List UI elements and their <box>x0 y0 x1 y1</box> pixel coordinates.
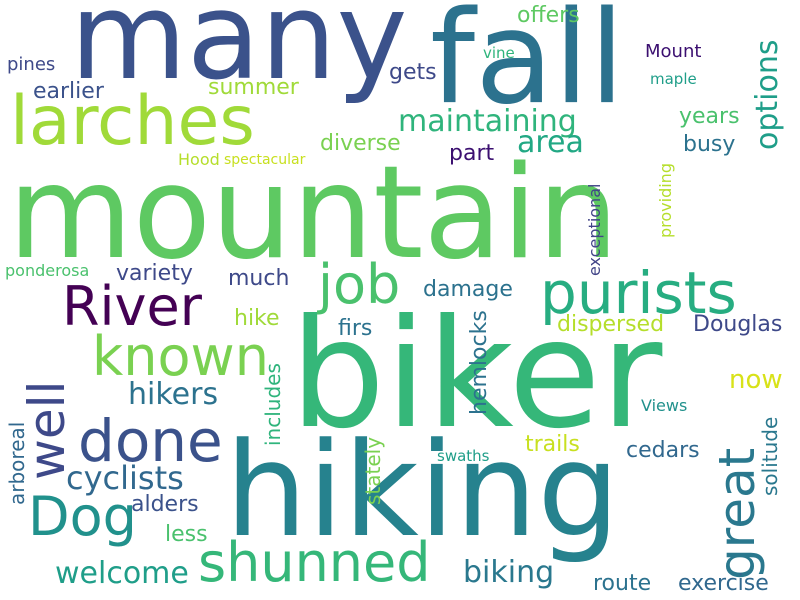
word-welcome: welcome <box>55 556 189 591</box>
word-route: route <box>593 571 652 596</box>
word-exceptional: exceptional <box>585 183 604 276</box>
word-known: known <box>92 325 269 388</box>
word-pines: pines <box>7 54 56 75</box>
word-Views: Views <box>641 396 688 415</box>
word-cedars: cedars <box>626 438 700 463</box>
word-dispersed: dispersed <box>557 312 665 337</box>
word-variety: variety <box>116 261 193 286</box>
word-swaths: swaths <box>437 447 490 465</box>
word-Mount: Mount <box>645 41 702 62</box>
word-shunned: shunned <box>198 531 431 594</box>
word-vine: vine <box>483 44 515 62</box>
word-larches: larches <box>10 82 255 161</box>
word-great: great <box>708 447 766 580</box>
word-done: done <box>78 407 223 475</box>
word-biker: biker <box>290 288 663 462</box>
word-now: now <box>729 365 783 395</box>
word-exercise: exercise <box>678 571 769 596</box>
word-hikers: hikers <box>128 377 219 412</box>
word-many: many <box>70 0 408 107</box>
word-hiking: hiking <box>225 414 620 566</box>
word-fall: fall <box>430 0 625 133</box>
word-spectacular: spectacular <box>224 152 306 168</box>
word-mountain: mountain <box>8 139 619 288</box>
word-maintaining: maintaining <box>398 104 577 139</box>
word-stately: stately <box>361 436 385 505</box>
word-Hood: Hood <box>178 150 220 169</box>
word-busy: busy <box>683 132 736 157</box>
word-damage: damage <box>423 277 513 302</box>
word-job: job <box>318 253 401 316</box>
word-purists: purists <box>540 259 737 327</box>
word-offers: offers <box>517 3 580 28</box>
word-less: less <box>165 522 208 547</box>
word-earlier: earlier <box>33 79 104 104</box>
word-firs: firs <box>338 316 373 341</box>
word-area: area <box>517 125 584 160</box>
word-solitude: solitude <box>758 416 782 496</box>
word-ponderosa: ponderosa <box>5 261 90 280</box>
word-much: much <box>228 266 290 291</box>
word-Dog: Dog <box>28 485 137 548</box>
word-River: River <box>62 275 202 338</box>
word-includes: includes <box>261 363 285 446</box>
word-options: options <box>750 39 785 151</box>
word-cyclists: cyclists <box>66 459 184 497</box>
word-Douglas: Douglas <box>693 312 783 337</box>
word-biking: biking <box>463 555 555 590</box>
word-hike: hike <box>234 306 280 331</box>
word-summer: summer <box>208 75 299 100</box>
word-years: years <box>679 104 740 129</box>
word-alders: alders <box>131 492 199 517</box>
word-arboreal: arboreal <box>5 421 29 505</box>
word-gets: gets <box>389 60 437 85</box>
word-hemlocks: hemlocks <box>467 310 492 415</box>
word-maple: maple <box>650 70 697 88</box>
word-part: part <box>449 141 495 166</box>
word-well: well <box>18 380 76 480</box>
word-diverse: diverse <box>320 131 401 156</box>
word-providing: providing <box>656 163 675 238</box>
word-trails: trails <box>525 432 580 457</box>
